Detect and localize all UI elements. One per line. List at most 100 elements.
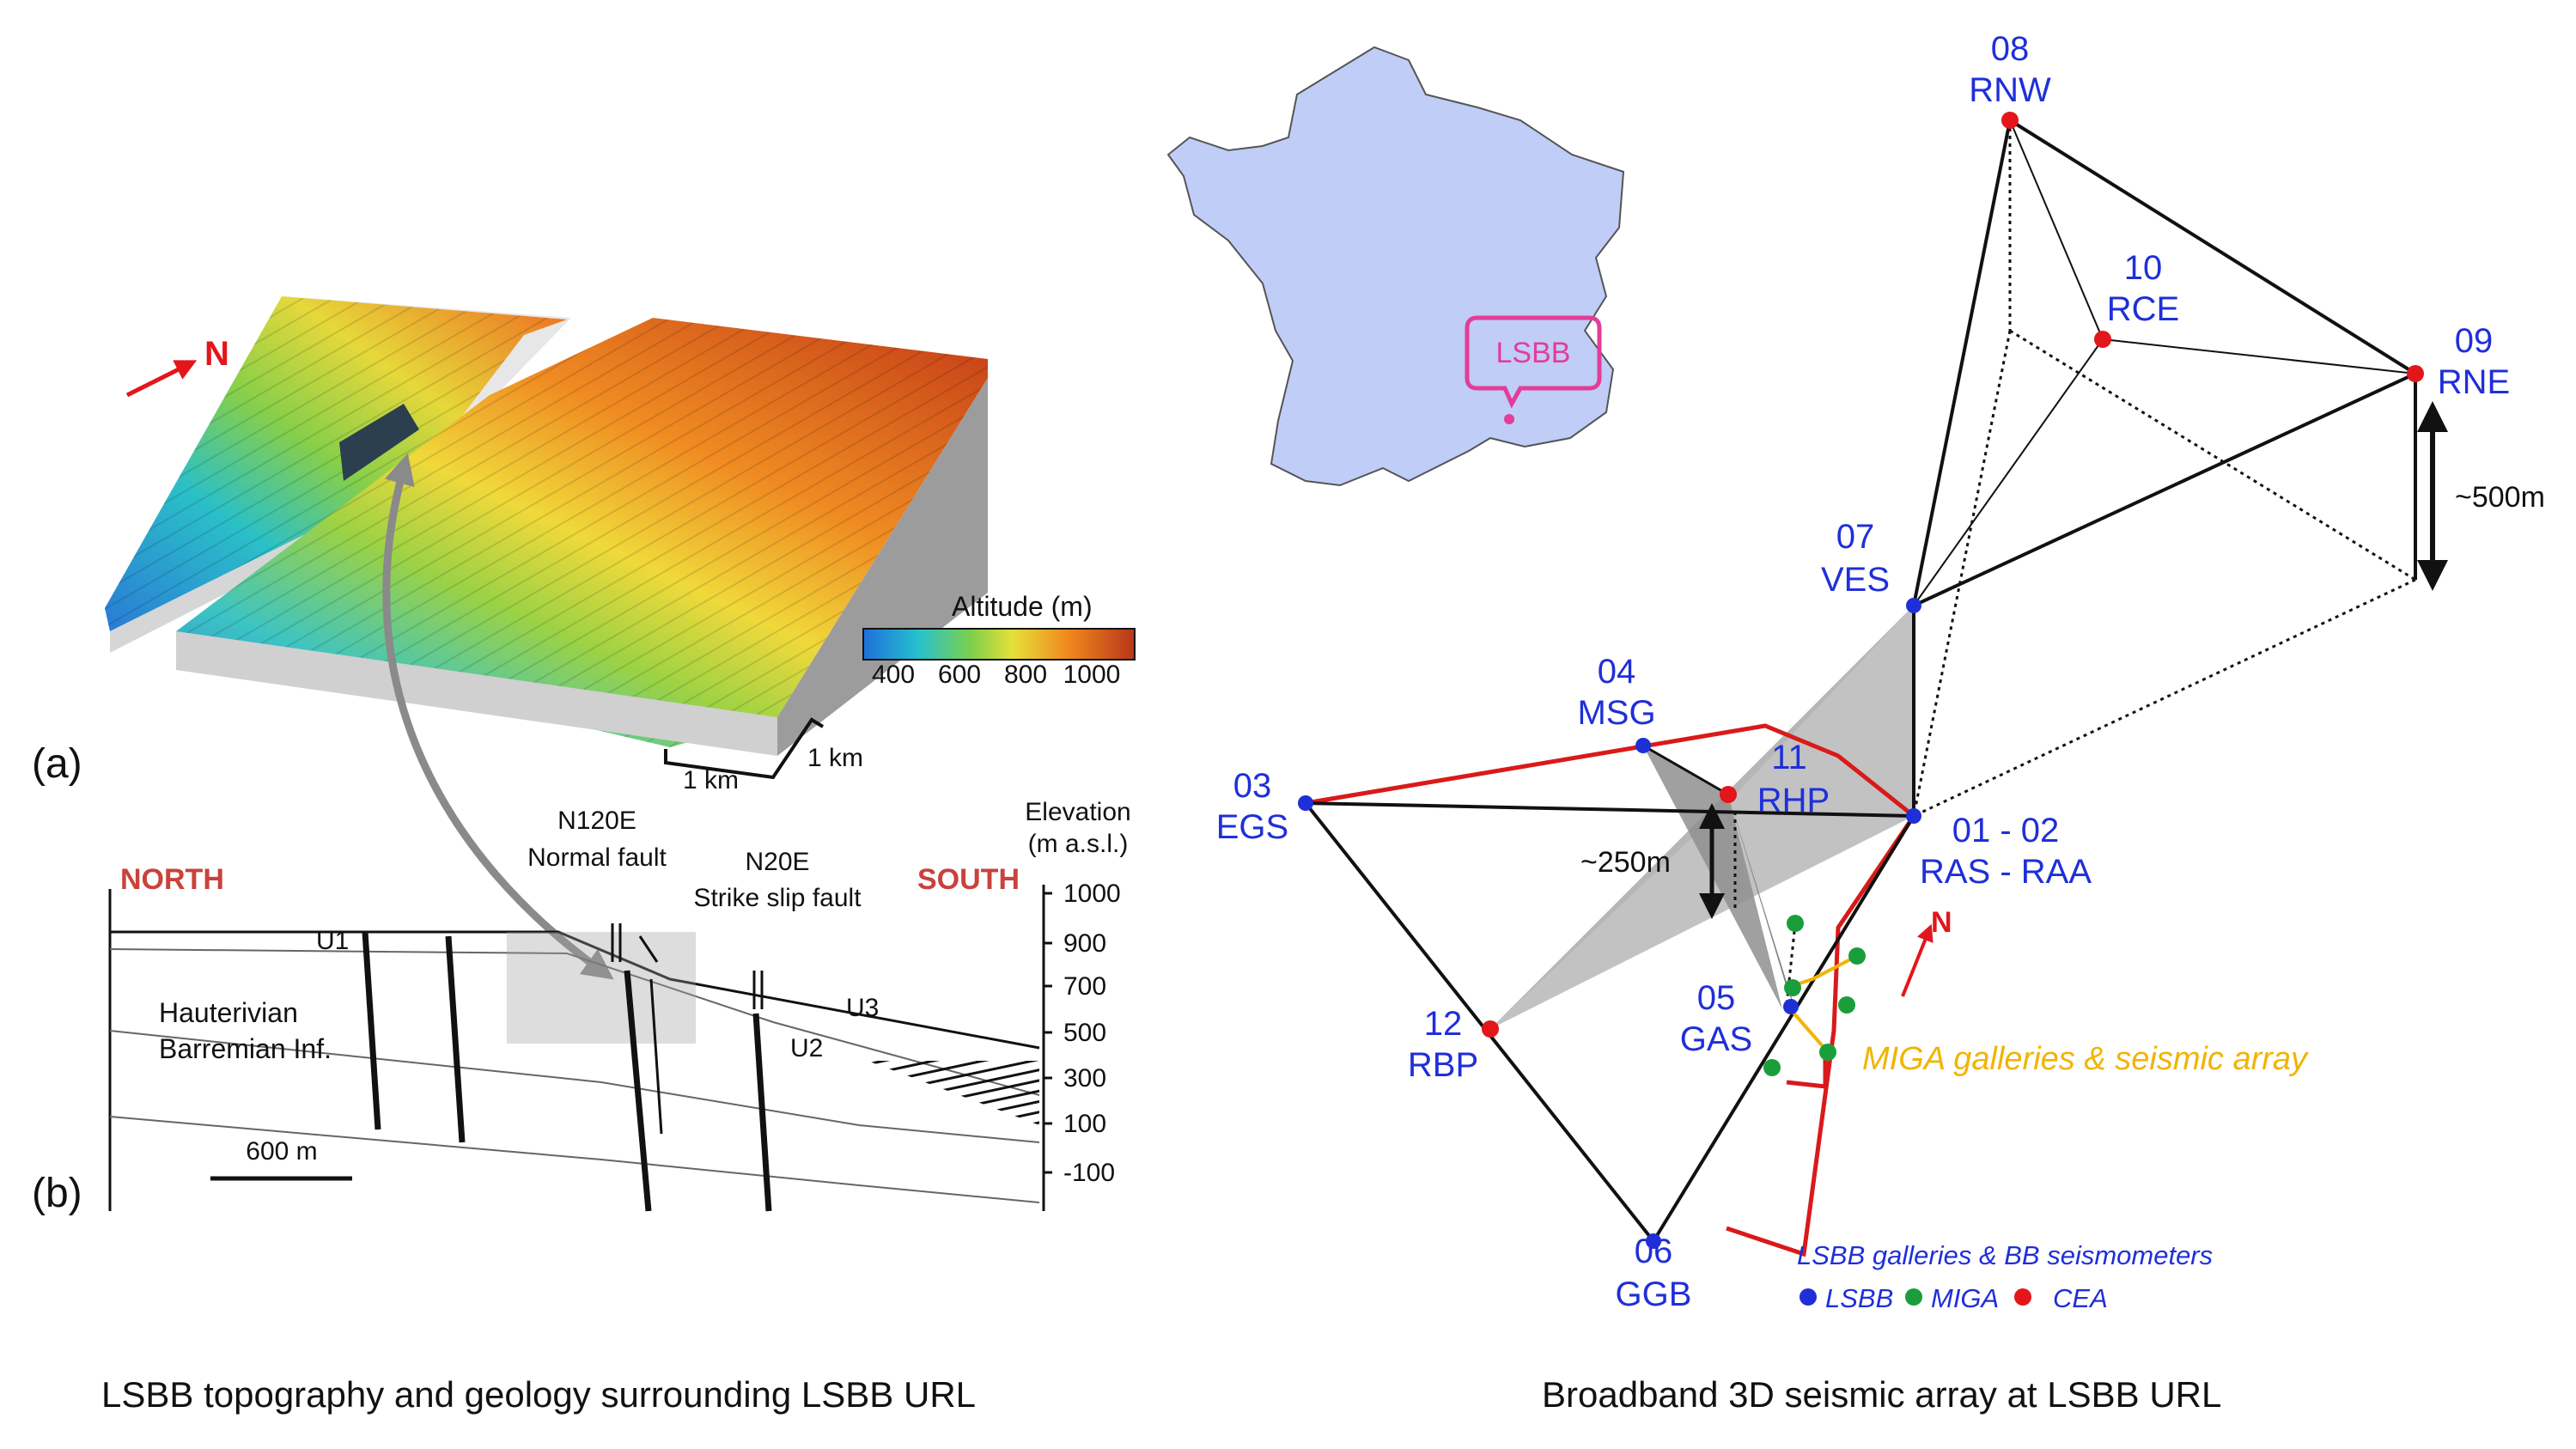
fault-line [362, 931, 381, 1130]
miga-sensor [1784, 979, 1801, 996]
altitude-legend: Altitude (m) 400 600 800 1000 [862, 591, 1136, 689]
section-hatched-layer [868, 1061, 1039, 1125]
miga-sensor [1787, 915, 1804, 932]
formation-name-2: Barremian Inf. [159, 1033, 332, 1064]
station-labels: 08 RNW 10 RCE 09 RNE 07 VES 04 MSG 11 RH… [1216, 30, 2510, 1313]
lsbb-map-label: LSBB [1496, 337, 1571, 369]
formation-name: Hauterivian [159, 997, 298, 1028]
miga-sensor [1763, 1059, 1781, 1076]
station-dot-rbp [1482, 1020, 1499, 1038]
fault-line [624, 970, 652, 1212]
station-dot-rne [2407, 365, 2424, 382]
station-dot-gas [1783, 999, 1799, 1014]
fault2-type: Strike slip fault [693, 884, 862, 912]
station-dot-rhp [1720, 786, 1737, 803]
lsbb-map-marker: LSBB [1465, 315, 1602, 424]
station-num: 09 [2455, 322, 2494, 360]
unit-label-u3: U3 [846, 994, 879, 1022]
fault2-name: N20E [745, 848, 809, 876]
station-dot-ggb [1646, 1233, 1661, 1249]
height-500-label: ~500m [2455, 481, 2545, 514]
elevation-title: Elevation [1025, 798, 1130, 826]
station-num: 01 - 02 [1952, 812, 2060, 849]
panel-a-label: (a) [32, 741, 82, 787]
right-caption: Broadband 3D seismic array at LSBB URL [1542, 1374, 2222, 1415]
array-north-label: N [1931, 906, 1952, 939]
station-num: 10 [2124, 249, 2163, 287]
array-north-arrow [1901, 923, 1934, 997]
km-scale-label: 1 km [683, 766, 739, 795]
station-dot-ras [1906, 808, 1921, 824]
station-dot-rnw [2001, 112, 2019, 129]
section-south-label: SOUTH [917, 863, 1020, 896]
station-code: RCE [2107, 290, 2179, 328]
terrain-north-label: N [204, 335, 229, 373]
station-dot-msg [1635, 738, 1651, 753]
section-highlight [507, 932, 696, 1044]
france-map [1166, 46, 1625, 487]
height-250-label: ~250m [1580, 846, 1671, 879]
elevation-tick: 700 [1063, 972, 1106, 1001]
network-legend-title: LSBB galleries & BB seismometers [1797, 1240, 2213, 1270]
tunnel-cut [339, 404, 419, 481]
station-code: RNW [1969, 71, 2051, 109]
fault1-name: N120E [557, 807, 636, 835]
network-legend: LSBB galleries & BB seismometers LSBB MI… [1797, 1240, 2213, 1313]
unit-label-u2: U2 [790, 1034, 823, 1062]
station-code: RHP [1757, 782, 1830, 819]
legend-label-cea: CEA [2053, 1283, 2108, 1313]
panel-b-label: (b) [32, 1171, 82, 1216]
fault-line [752, 1013, 772, 1212]
station-code: VES [1821, 561, 1890, 599]
km-scale [664, 717, 825, 780]
link-arrow [382, 453, 614, 980]
altitude-tick: 800 [1004, 661, 1047, 689]
altitude-legend-title: Altitude (m) [952, 591, 1093, 622]
cross-section: 1000 900 700 500 300 100 -100 [108, 880, 1121, 1212]
legend-dot-miga [1905, 1288, 1922, 1306]
station-code: EGS [1216, 808, 1288, 846]
fault1-type: Normal fault [527, 843, 667, 872]
miga-sensor [1838, 996, 1855, 1014]
station-num: 11 [1771, 739, 1807, 776]
altitude-tick: 600 [938, 661, 981, 689]
left-caption: LSBB topography and geology surrounding … [101, 1374, 977, 1415]
lsbb-gallery [1305, 723, 1917, 1257]
km-scale-label: 1 km [807, 744, 863, 772]
station-num: 08 [1991, 30, 2030, 68]
elevation-unit: (m a.s.l.) [1028, 830, 1129, 858]
section-scalebar-label: 600 m [246, 1137, 317, 1166]
section-north-label: NORTH [120, 863, 224, 896]
station-code: GGB [1616, 1275, 1692, 1313]
elevation-tick: 1000 [1063, 880, 1121, 908]
station-dot-ves [1906, 598, 1921, 613]
legend-label-lsbb: LSBB [1825, 1283, 1893, 1313]
altitude-tick: 1000 [1063, 661, 1121, 689]
legend-dot-cea [2014, 1288, 2031, 1306]
station-num: 12 [1424, 1005, 1463, 1043]
fault-line [649, 978, 663, 1135]
unit-label-u1: U1 [316, 927, 349, 955]
elevation-tick: 100 [1063, 1110, 1106, 1138]
fault-motion-arrows [611, 923, 764, 1009]
station-num: 03 [1233, 767, 1272, 805]
station-num: 06 [1635, 1233, 1673, 1270]
station-dot-rce [2094, 331, 2111, 348]
terrain-north-arrow: N [125, 335, 229, 398]
miga-label: MIGA galleries & seismic array [1862, 1041, 2309, 1077]
station-num: 04 [1598, 653, 1636, 691]
station-code: GAS [1680, 1020, 1752, 1058]
stations [1298, 112, 2424, 1249]
legend-label-miga: MIGA [1931, 1283, 1999, 1313]
altitude-colorbar [862, 628, 1136, 661]
network-edges [1304, 119, 2417, 1243]
elevation-tick: 500 [1063, 1019, 1106, 1047]
fault-line [445, 935, 466, 1143]
elevation-tick: 300 [1063, 1064, 1106, 1093]
station-code: RAS - RAA [1920, 853, 2092, 891]
station-num: 05 [1697, 979, 1736, 1017]
miga-sensor [1848, 947, 1866, 965]
miga-sensor [1819, 1044, 1836, 1061]
elevation-tick: 900 [1063, 929, 1106, 958]
